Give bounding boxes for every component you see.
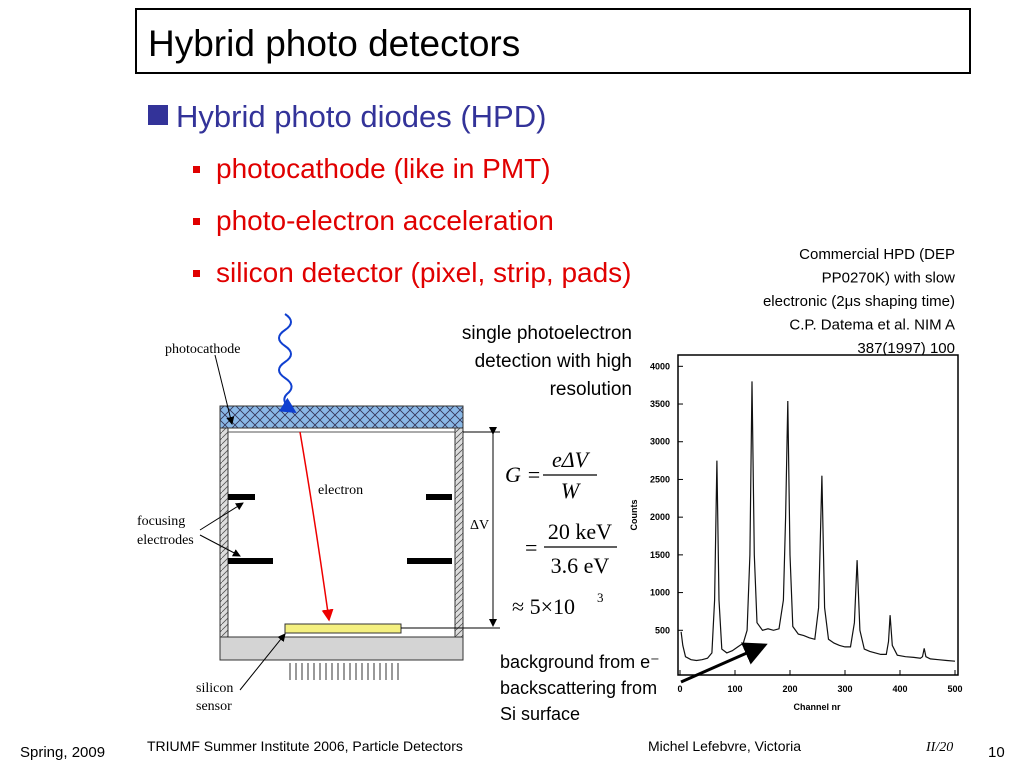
hpd-diagram: photocathode electron focusing electrode… (137, 313, 500, 714)
y-tick-label: 4000 (650, 361, 670, 371)
pointer-arrow (680, 642, 768, 684)
title: Hybrid photo detectors (148, 23, 520, 64)
electrode (426, 494, 452, 500)
caption: C.P. Datema et al. NIM A (789, 317, 955, 334)
label: sensor (196, 699, 232, 714)
note: resolution (550, 379, 632, 400)
footer-author: Michel Lefebvre, Victoria (648, 738, 801, 754)
note: detection with high (475, 351, 632, 372)
label: silicon (196, 681, 233, 696)
caption: PP0270K) with slow (822, 270, 956, 287)
silicon-sensor (284, 623, 402, 634)
caption: electronic (2μs shaping time) (763, 293, 955, 310)
plot-frame (677, 354, 959, 676)
background-note: background from e⁻ (500, 652, 660, 672)
formula-text: = (525, 535, 537, 560)
bullet-marker (193, 218, 200, 225)
background-note: backscattering from (500, 678, 657, 698)
wall (454, 427, 464, 638)
electrode (228, 494, 255, 500)
x-tick-label: 400 (892, 684, 907, 694)
formula-text: 3.6 eV (551, 553, 610, 578)
y-tick-label: 2500 (650, 474, 670, 484)
leader (239, 633, 286, 691)
pins (289, 663, 399, 680)
formula-text: 3 (597, 590, 604, 605)
formula-text: 20 keV (548, 519, 612, 544)
formula-text: W (561, 478, 581, 503)
electrode (407, 558, 452, 564)
formula: G = eΔV W = 20 keV 3.6 eV ≈ 5×10 3 (505, 447, 617, 619)
page-number: 10 (988, 744, 1005, 761)
electron-path (299, 431, 334, 622)
y-tick-label: 3000 (650, 437, 670, 447)
title-box (135, 8, 971, 74)
note: single photoelectron (462, 323, 632, 344)
leader (199, 502, 244, 531)
label: ΔV (470, 518, 489, 533)
bullet: photo-electron acceleration (216, 205, 554, 236)
label: photocathode (165, 342, 240, 357)
footer-section: II/20 (925, 740, 953, 755)
label: electron (318, 483, 363, 498)
x-axis-label: Channel nr (793, 702, 841, 712)
heading-bullet (148, 105, 168, 125)
bullet-marker (193, 270, 200, 277)
y-axis-label: Counts (629, 500, 639, 531)
bullet: silicon detector (pixel, strip, pads) (216, 257, 632, 288)
spectrum-line (680, 381, 956, 662)
y-tick-label: 1000 (650, 588, 670, 598)
spectrum-chart: 0 100 200 300 400 500 500 1000 1500 2000 2500 3000 3… (629, 354, 963, 712)
caption: Commercial HPD (DEP (799, 246, 955, 263)
formula-text: G = (505, 462, 541, 487)
bullet: photocathode (like in PMT) (216, 153, 551, 184)
x-tick-label: 100 (727, 684, 742, 694)
formula-text: ≈ 5×10 (512, 594, 575, 619)
x-tick-label: 200 (782, 684, 797, 694)
y-tick-label: 500 (655, 625, 670, 635)
photon (278, 313, 297, 414)
background-note: Si surface (500, 704, 580, 724)
base (219, 636, 464, 661)
caption: 387(1997) 100 (857, 340, 955, 357)
leader (214, 354, 235, 425)
label: electrodes (137, 533, 194, 548)
label: focusing (137, 514, 185, 529)
leader (199, 534, 241, 557)
bullet-marker (193, 166, 200, 173)
footer-center: TRIUMF Summer Institute 2006, Particle D… (147, 738, 463, 754)
formula-text: eΔV (552, 447, 591, 472)
x-tick-label: 300 (837, 684, 852, 694)
y-tick-label: 1500 (650, 550, 670, 560)
heading: Hybrid photo diodes (HPD) (176, 99, 546, 134)
wall (219, 427, 229, 638)
y-tick-label: 3500 (650, 399, 670, 409)
electrode (228, 558, 273, 564)
x-tick-label: 0 (677, 684, 682, 694)
y-tick-label: 2000 (650, 512, 670, 522)
x-tick-label: 500 (947, 684, 962, 694)
footer-left: Spring, 2009 (20, 744, 105, 761)
photocathode-window (219, 405, 464, 429)
